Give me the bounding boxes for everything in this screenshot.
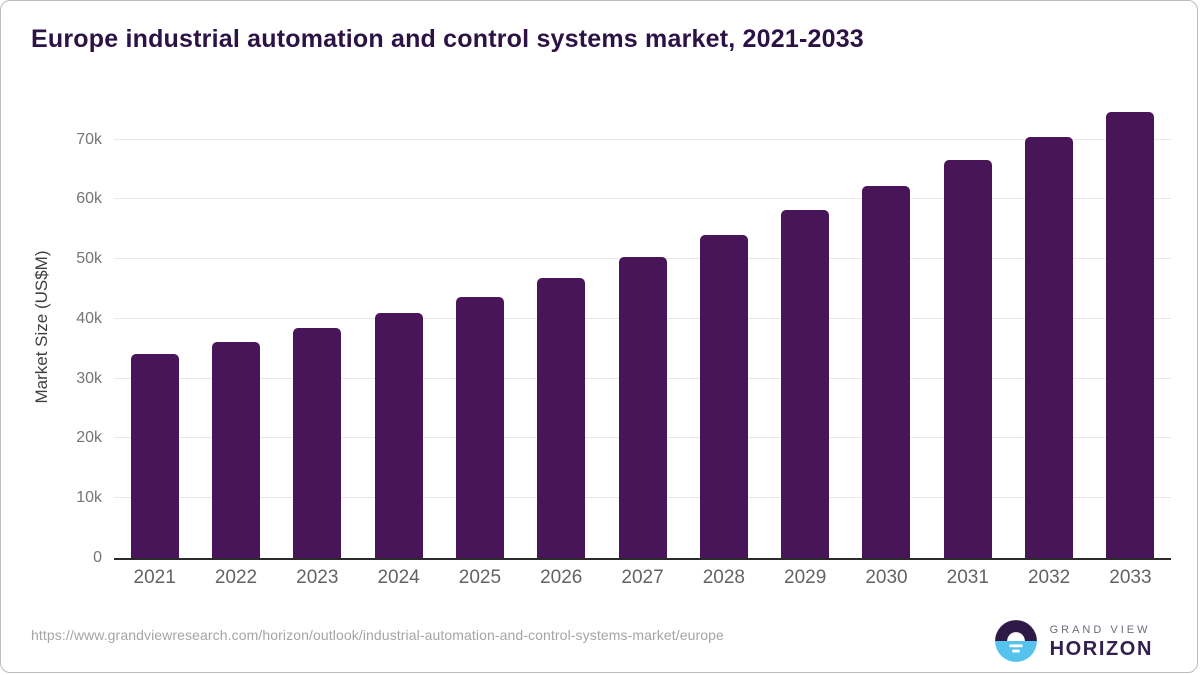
horizon-sun-icon — [994, 620, 1037, 662]
bar-slot — [602, 96, 683, 558]
y-tick-label: 20k — [76, 429, 102, 447]
bar-slot — [1008, 96, 1089, 558]
y-axis-ticks: 0 10k 20k 30k 40k 50k 60k 70k — [1, 96, 102, 565]
gridline — [114, 138, 1171, 140]
brand-name-top: GRAND VIEW — [1049, 623, 1151, 636]
x-tick-label: 2029 — [784, 567, 827, 588]
x-tick-label: 2025 — [458, 567, 502, 588]
bar-2026[interactable] — [537, 277, 586, 558]
x-tick-label: 2027 — [621, 567, 664, 588]
x-tick-label: 2031 — [946, 567, 989, 588]
bar-2022[interactable] — [211, 342, 260, 558]
bar-slot — [846, 96, 927, 558]
bar-2031[interactable] — [943, 159, 992, 558]
bar-slot — [521, 96, 602, 558]
y-tick-label: 10k — [76, 489, 102, 507]
bar-2033[interactable] — [1106, 112, 1155, 558]
y-tick-label: 70k — [76, 130, 102, 148]
y-tick-label: 30k — [76, 369, 102, 387]
bar-2024[interactable] — [374, 312, 423, 558]
x-tick-label: 2032 — [1027, 567, 1071, 588]
bar-slot — [114, 96, 195, 558]
bar-slot — [195, 96, 276, 558]
gridline — [114, 198, 1171, 200]
y-tick-label: 50k — [76, 250, 102, 268]
bar-slot — [1090, 96, 1171, 558]
bar-slot — [927, 96, 1008, 558]
bar-2032[interactable] — [1025, 136, 1074, 558]
bar-slot — [765, 96, 846, 558]
bar-2030[interactable] — [862, 185, 911, 558]
brand-logo: GRAND VIEW HORIZON — [993, 618, 1153, 664]
bars — [114, 96, 1171, 558]
brand-logo-text: GRAND VIEW HORIZON — [1050, 624, 1153, 659]
x-tick-label: 2030 — [865, 567, 908, 588]
bar-slot — [439, 96, 520, 558]
source-url: https://www.grandviewresearch.com/horizo… — [31, 627, 724, 643]
chart-title: Europe industrial automation and control… — [31, 25, 864, 53]
bar-2023[interactable] — [293, 327, 342, 558]
x-tick-label: 2023 — [296, 567, 339, 588]
x-tick-label: 2028 — [702, 567, 745, 588]
x-tick-label: 2033 — [1109, 567, 1152, 588]
bar-slot — [683, 96, 764, 558]
x-tick-label: 2026 — [540, 567, 583, 588]
bar-2029[interactable] — [781, 210, 830, 558]
x-tick-label: 2022 — [214, 567, 258, 588]
x-tick-label: 2021 — [133, 567, 176, 588]
y-tick-label: 60k — [76, 190, 102, 208]
y-tick-label: 40k — [76, 309, 102, 327]
bar-2025[interactable] — [455, 296, 504, 558]
bar-2028[interactable] — [699, 235, 748, 558]
y-tick-label: 0 — [93, 549, 102, 566]
bar-slot — [277, 96, 358, 558]
x-axis-ticks: 2021 2022 2023 2024 2025 2026 2027 2028 2029 2030… — [114, 567, 1171, 590]
bar-2027[interactable] — [618, 257, 667, 558]
bar-slot — [358, 96, 439, 558]
x-tick-label: 2024 — [377, 567, 420, 588]
plot-area — [114, 96, 1171, 560]
bar-2021[interactable] — [130, 354, 179, 558]
brand-name-bottom: HORIZON — [1049, 637, 1153, 660]
